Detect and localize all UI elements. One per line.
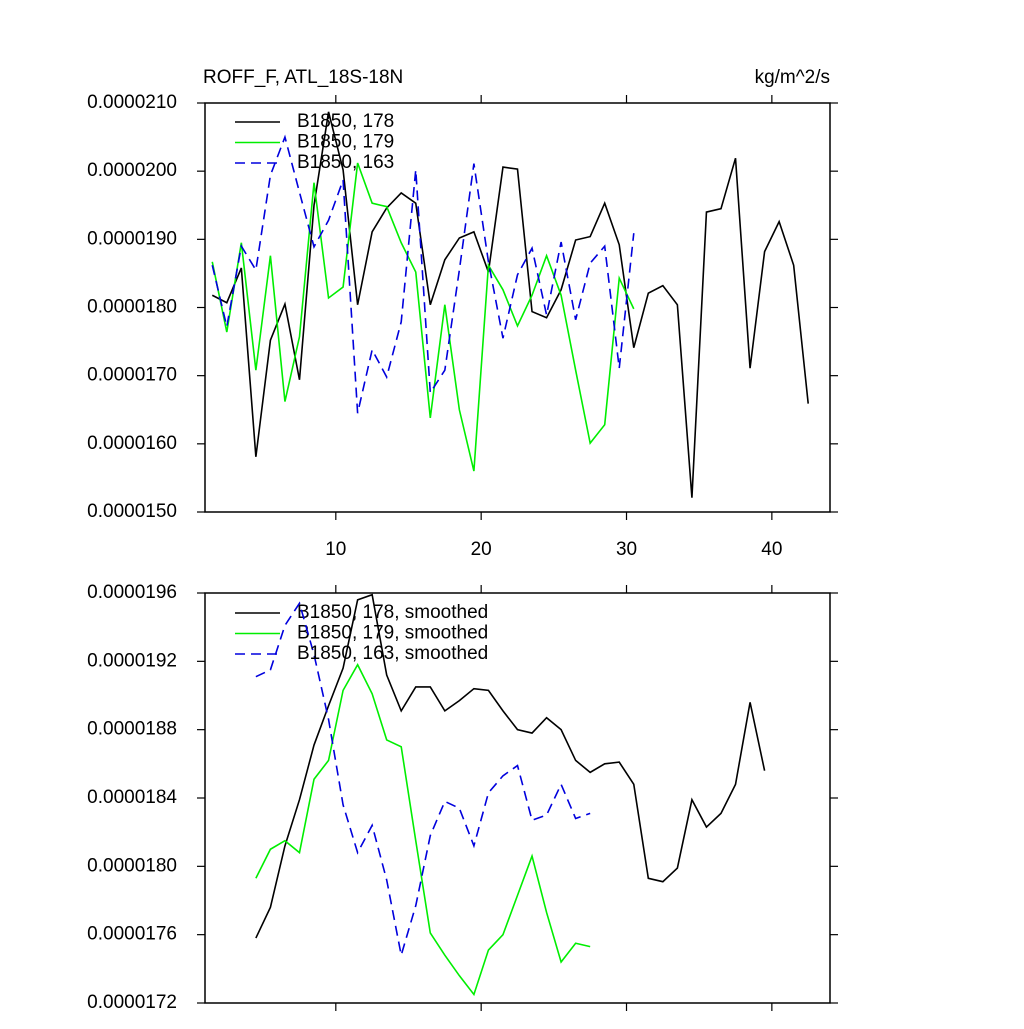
legend-label: B1850, 178 bbox=[297, 111, 394, 132]
legend-label: B1850, 163 bbox=[297, 152, 394, 173]
chart-title: ROFF_F, ATL_18S-18N bbox=[203, 67, 403, 88]
legend-label: B1850, 163, smoothed bbox=[297, 643, 488, 664]
y-tick-label: 0.0000176 bbox=[87, 924, 177, 945]
series-line bbox=[211, 162, 635, 472]
series-line bbox=[255, 593, 766, 939]
x-tick-label: 30 bbox=[616, 539, 637, 560]
series-line bbox=[255, 663, 591, 997]
x-tick-label: 10 bbox=[325, 539, 346, 560]
y-tick-label: 0.0000180 bbox=[87, 297, 177, 318]
y-tick-label: 0.0000160 bbox=[87, 433, 177, 454]
series-line bbox=[211, 111, 809, 498]
y-tick-label: 0.0000210 bbox=[87, 92, 177, 113]
x-tick-label: 40 bbox=[761, 539, 782, 560]
y-tick-label: 0.0000180 bbox=[87, 855, 177, 876]
legend-label: B1850, 179, smoothed bbox=[297, 623, 488, 644]
x-tick-label: 20 bbox=[471, 539, 492, 560]
y-tick-label: 0.0000150 bbox=[87, 501, 177, 522]
units-label: kg/m^2/s bbox=[755, 67, 830, 88]
legend-label: B1850, 178, smoothed bbox=[297, 602, 488, 623]
y-tick-label: 0.0000200 bbox=[87, 160, 177, 181]
y-tick-label: 0.0000184 bbox=[87, 787, 177, 808]
y-tick-label: 0.0000196 bbox=[87, 582, 177, 603]
y-tick-label: 0.0000192 bbox=[87, 650, 177, 671]
series-line bbox=[211, 134, 635, 414]
legend-label: B1850, 179 bbox=[297, 132, 394, 153]
y-tick-label: 0.0000170 bbox=[87, 365, 177, 386]
y-tick-label: 0.0000188 bbox=[87, 719, 177, 740]
y-tick-label: 0.0000172 bbox=[87, 992, 177, 1013]
series-line bbox=[255, 601, 591, 956]
y-tick-label: 0.0000190 bbox=[87, 228, 177, 249]
